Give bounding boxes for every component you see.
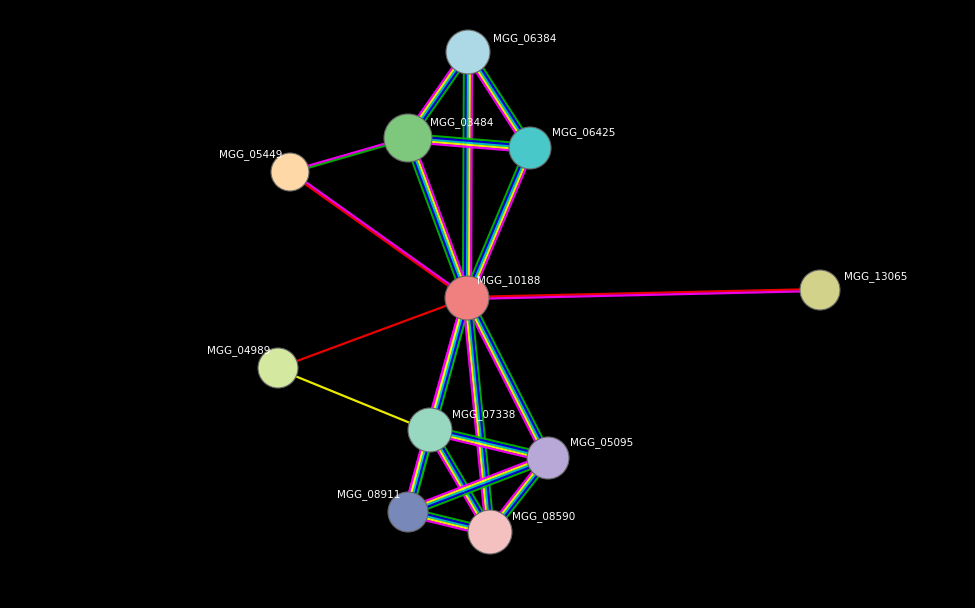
Text: MGG_06384: MGG_06384 [493,33,557,44]
Circle shape [388,492,428,532]
Circle shape [445,276,489,320]
Text: MGG_08911: MGG_08911 [336,489,400,500]
Circle shape [468,510,512,554]
Circle shape [384,114,432,162]
Circle shape [408,408,452,452]
Text: MGG_03484: MGG_03484 [430,117,493,128]
Circle shape [446,30,490,74]
Text: MGG_05095: MGG_05095 [570,437,633,448]
Text: MGG_05449: MGG_05449 [218,149,282,160]
Text: MGG_06425: MGG_06425 [552,127,615,138]
Text: MGG_10188: MGG_10188 [477,275,540,286]
Text: MGG_13065: MGG_13065 [844,271,908,282]
Text: MGG_07338: MGG_07338 [452,409,516,420]
Circle shape [271,153,309,191]
Circle shape [509,127,551,169]
Circle shape [800,270,840,310]
Text: MGG_04989: MGG_04989 [207,345,270,356]
Text: MGG_08590: MGG_08590 [512,511,575,522]
Circle shape [258,348,298,388]
Circle shape [527,437,569,479]
